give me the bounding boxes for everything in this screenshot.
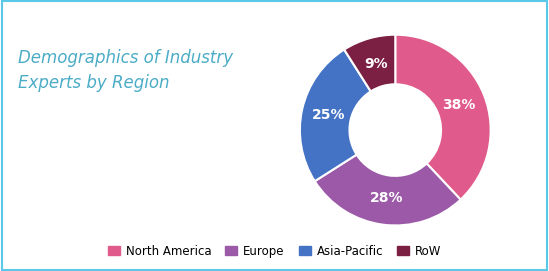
Wedge shape bbox=[315, 155, 461, 225]
Wedge shape bbox=[344, 35, 395, 91]
Wedge shape bbox=[300, 50, 371, 181]
Text: 28%: 28% bbox=[370, 191, 404, 205]
Wedge shape bbox=[395, 35, 491, 200]
Legend: North America, Europe, Asia-Pacific, RoW: North America, Europe, Asia-Pacific, RoW bbox=[103, 240, 446, 262]
Text: Demographics of Industry
Experts by Region: Demographics of Industry Experts by Regi… bbox=[19, 49, 233, 92]
Text: 25%: 25% bbox=[311, 108, 345, 122]
Text: 9%: 9% bbox=[365, 57, 388, 71]
Text: 38%: 38% bbox=[442, 98, 476, 112]
